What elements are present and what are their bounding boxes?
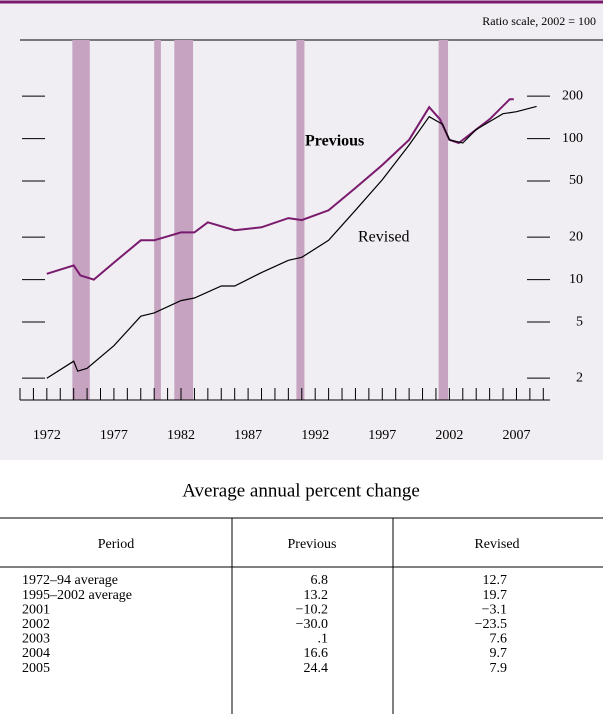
x-tick-label: 1997 <box>368 428 396 443</box>
period-cell: 1972–94 average <box>22 573 118 588</box>
period-cell: 1995–2002 average <box>22 588 132 603</box>
plot: 2 5 10 20 50 100 200 1972 1977 1982 1987 1992 1997 20… <box>19 40 583 443</box>
series-label: Previous <box>305 133 364 150</box>
header-cell: Revised <box>474 537 519 552</box>
previous-cell: 16.6 <box>304 646 329 661</box>
x-tick-label: 1982 <box>167 428 195 443</box>
previous-cell: −10.2 <box>296 602 328 617</box>
recession-band <box>154 40 161 400</box>
x-tick-label: 1977 <box>100 428 128 443</box>
revised-cell: 12.7 <box>483 573 508 588</box>
x-tick-label: 1972 <box>33 428 61 443</box>
previous-cell: 24.4 <box>304 661 329 676</box>
recession-band <box>72 40 90 400</box>
period-cell: 2002 <box>22 617 50 632</box>
period-cell: 2005 <box>22 661 50 676</box>
period-cell: 2001 <box>22 602 50 617</box>
recession-band <box>174 40 194 400</box>
revised-cell: −3.1 <box>482 602 507 617</box>
table-title: Average annual percent change <box>182 480 420 501</box>
previous-cell: .1 <box>318 632 329 647</box>
previous-cell: 6.8 <box>311 573 329 588</box>
series-label: Revised <box>358 229 410 246</box>
y-tick-label: 100 <box>562 131 583 146</box>
revised-cell: 7.6 <box>490 632 508 647</box>
y-tick-label: 2 <box>576 370 583 385</box>
y-tick-label: 20 <box>569 229 583 244</box>
period-cell: 2003 <box>22 632 50 647</box>
recession-band <box>438 40 449 400</box>
y-tick-label: 5 <box>576 314 583 329</box>
revised-cell: 9.7 <box>490 646 508 661</box>
y-tick-label: 50 <box>569 173 583 188</box>
x-tick-label: 1987 <box>234 428 262 443</box>
y-tick-label: 200 <box>562 88 583 103</box>
revised-cell: 7.9 <box>490 661 508 676</box>
previous-cell: 13.2 <box>304 588 329 603</box>
y-tick-label: 10 <box>569 272 583 287</box>
scale-note: Ratio scale, 2002 = 100 <box>482 14 596 28</box>
series-line <box>46 105 537 379</box>
period-cell: 2004 <box>22 646 50 661</box>
x-tick-label: 2007 <box>502 428 530 443</box>
previous-cell: −30.0 <box>296 617 328 632</box>
revised-cell: −23.5 <box>475 617 507 632</box>
series-line <box>46 98 514 281</box>
x-tick-label: 2002 <box>435 428 463 443</box>
revised-cell: 19.7 <box>483 588 508 603</box>
x-tick-label: 1992 <box>301 428 329 443</box>
header-cell: Previous <box>288 537 337 552</box>
header-cell: Period <box>98 537 135 552</box>
